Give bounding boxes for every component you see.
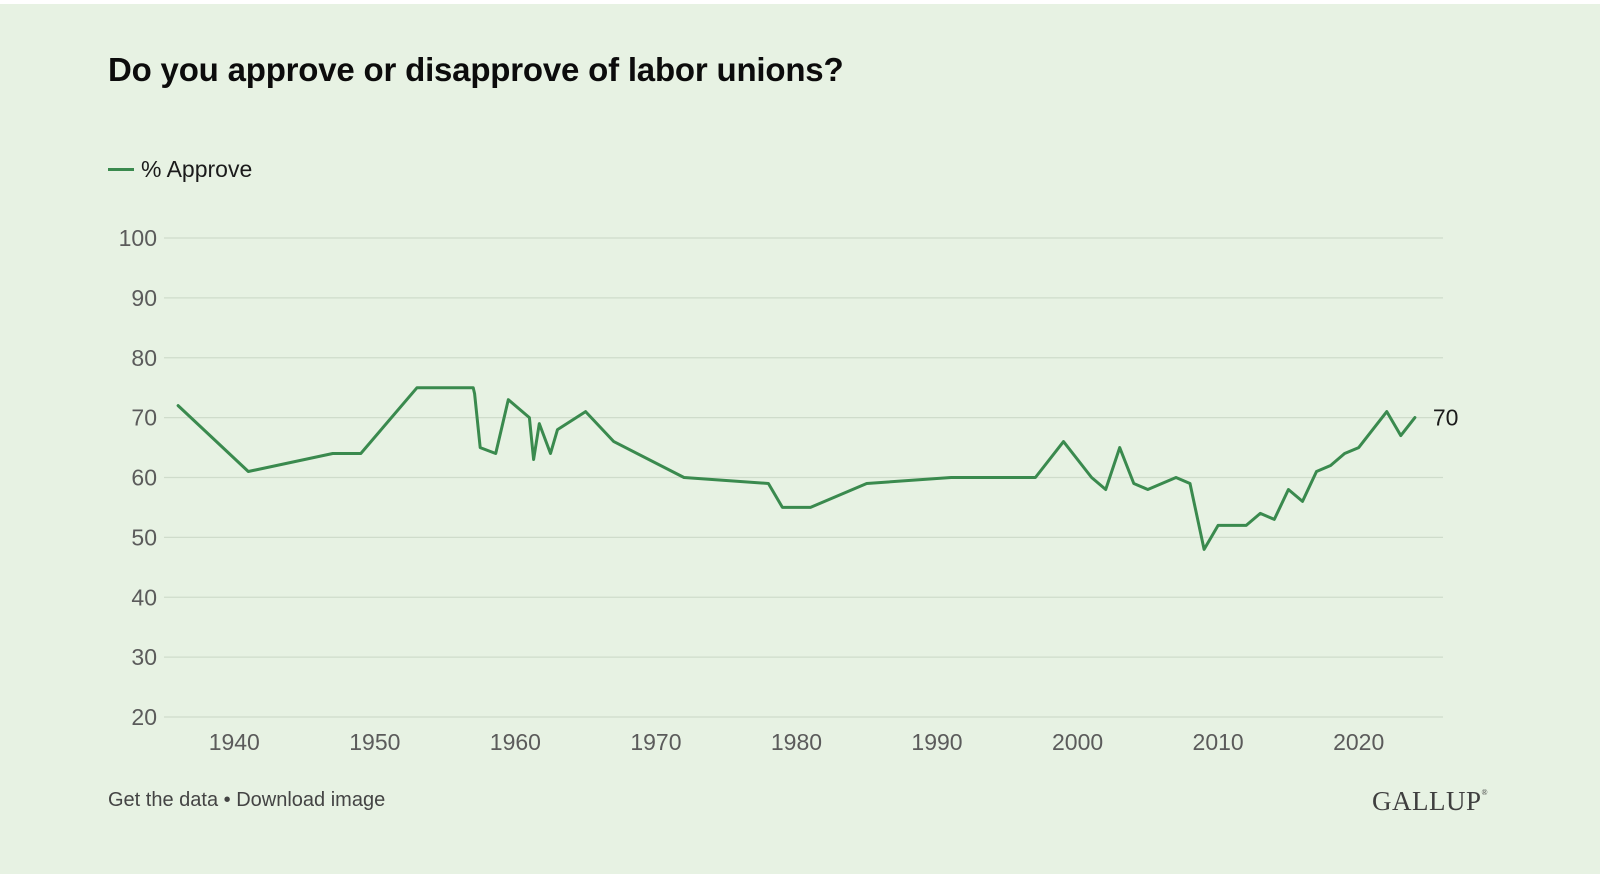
y-tick-label: 50 — [131, 524, 157, 550]
x-tick-label: 1940 — [209, 729, 260, 755]
y-tick-label: 20 — [131, 704, 157, 730]
gallup-logo: GALLUP® — [1372, 786, 1488, 817]
y-tick-label: 30 — [131, 644, 157, 670]
x-tick-label: 1950 — [349, 729, 400, 755]
legend: % Approve — [108, 156, 252, 183]
y-tick-label: 100 — [119, 225, 157, 251]
y-axis: 20 30 40 50 60 70 80 90 100 — [119, 225, 157, 730]
gallup-wordmark: GALLUP — [1372, 786, 1482, 816]
trademark-mark: ® — [1481, 788, 1489, 797]
legend-swatch — [108, 168, 134, 171]
x-tick-label: 1980 — [771, 729, 822, 755]
download-image-link[interactable]: Download image — [236, 789, 386, 811]
footer-links: Get the data • Download image — [108, 789, 385, 812]
y-tick-label: 60 — [131, 465, 157, 491]
legend-label: % Approve — [141, 156, 253, 182]
x-tick-label: 2000 — [1052, 729, 1103, 755]
x-tick-label: 1960 — [490, 729, 541, 755]
y-tick-label: 40 — [131, 584, 157, 610]
x-tick-label: 1990 — [911, 729, 962, 755]
chart-card: Do you approve or disapprove of labor un… — [0, 4, 1600, 874]
end-value-label: 70 — [1433, 405, 1459, 431]
end-label-group: 70 — [1433, 405, 1459, 431]
x-axis: 1940 1950 1960 1970 1980 1990 2000 2010 2020 — [209, 729, 1385, 755]
x-tick-label: 2010 — [1193, 729, 1244, 755]
x-tick-label: 1970 — [630, 729, 681, 755]
get-the-data-link[interactable]: Get the data — [108, 789, 219, 811]
chart-title: Do you approve or disapprove of labor un… — [108, 51, 844, 88]
y-tick-label: 80 — [131, 345, 157, 371]
series-approve — [176, 386, 1417, 551]
approve-line — [176, 386, 1417, 551]
gridlines — [164, 237, 1443, 718]
y-tick-label: 90 — [131, 285, 157, 311]
y-tick-label: 70 — [131, 405, 157, 431]
x-tick-label: 2020 — [1333, 729, 1384, 755]
footer-separator: • — [223, 789, 231, 811]
